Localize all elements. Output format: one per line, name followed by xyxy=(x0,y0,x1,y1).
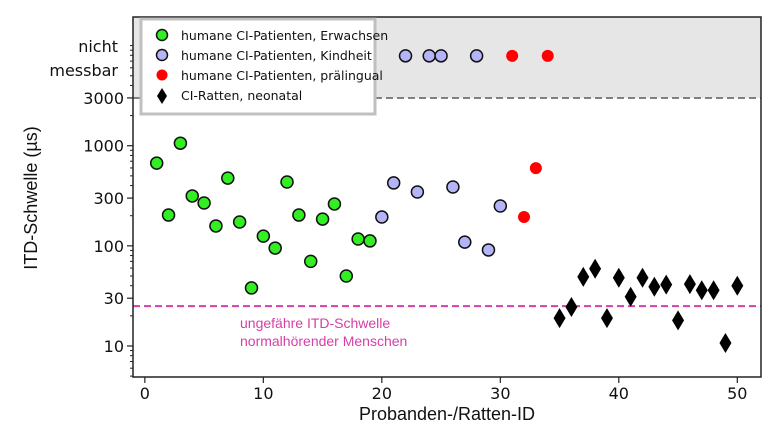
data-point-rat xyxy=(612,267,625,288)
data-point-child xyxy=(375,210,389,224)
data-point-adult xyxy=(185,189,199,203)
x-tick-label: 50 xyxy=(727,384,747,403)
legend-box xyxy=(139,17,377,116)
x-tick-label: 10 xyxy=(253,384,273,403)
data-point-rat xyxy=(553,308,566,329)
legend-marker-circle xyxy=(155,48,169,62)
y-tick-label: 300 xyxy=(93,189,124,208)
data-point-child xyxy=(481,243,496,257)
data-point-adult xyxy=(303,254,318,269)
data-point-rat xyxy=(683,274,696,295)
data-point-adult xyxy=(292,208,306,222)
data-point-rat xyxy=(600,308,613,329)
data-point-child xyxy=(434,49,448,63)
data-point-adult xyxy=(161,208,176,222)
legend-marker-diamond xyxy=(157,88,167,104)
legend-marker-circle xyxy=(155,28,169,42)
legend-entry-label: CI-Ratten, neonatal xyxy=(181,88,302,103)
data-point-adult xyxy=(244,281,259,295)
data-point-adult xyxy=(232,215,247,229)
x-tick-label: 30 xyxy=(490,384,510,403)
data-point-child xyxy=(469,49,484,63)
x-tick-label: 20 xyxy=(372,384,392,403)
data-point-child xyxy=(458,235,472,249)
data-point-child xyxy=(493,199,508,213)
data-point-prelingual xyxy=(529,162,542,175)
reference-line-label-line1: ungefähre ITD-Schwelle xyxy=(240,315,390,331)
y-tick-label: 3000 xyxy=(83,89,124,108)
data-point-adult xyxy=(209,219,223,233)
data-point-rat xyxy=(719,333,732,354)
data-point-adult xyxy=(256,229,271,243)
data-point-adult xyxy=(280,175,294,189)
not-measurable-label-line1: nicht xyxy=(78,37,118,56)
data-point-adult xyxy=(315,212,330,226)
y-tick-label: 10 xyxy=(104,337,124,356)
data-point-rat xyxy=(577,266,590,287)
data-point-rat xyxy=(648,276,661,297)
data-point-rat xyxy=(660,274,673,295)
data-point-adult xyxy=(173,136,188,150)
y-tick-label: 100 xyxy=(93,237,124,256)
x-tick-label: 0 xyxy=(140,384,150,403)
y-axis-label: ITD-Schwelle (µs) xyxy=(21,126,41,269)
data-point-rat xyxy=(624,286,637,307)
data-point-rat xyxy=(636,267,649,288)
data-point-child xyxy=(386,176,401,190)
legend-entry-label: humane CI-Patienten, Erwachsen xyxy=(181,28,388,43)
data-point-rat xyxy=(707,280,720,301)
data-point-child xyxy=(410,185,425,199)
data-point-prelingual xyxy=(541,49,554,62)
legend-entry-label: humane CI-Patienten, prälingual xyxy=(181,68,383,83)
data-point-rat xyxy=(695,280,708,301)
data-point-rat xyxy=(731,275,744,296)
y-tick-label: 1000 xyxy=(83,137,124,156)
plot-frame xyxy=(132,16,762,378)
data-point-adult xyxy=(197,196,211,210)
legend-entry-label: humane CI-Patienten, Kindheit xyxy=(181,48,372,63)
data-point-adult xyxy=(339,269,354,283)
data-point-adult xyxy=(221,171,235,185)
not-measurable-label-line2: messbar xyxy=(49,61,118,80)
y-tick-label: 30 xyxy=(104,289,124,308)
data-point-rat xyxy=(565,297,578,318)
data-point-prelingual xyxy=(506,49,519,62)
data-point-child xyxy=(422,49,436,63)
data-point-rat xyxy=(589,258,602,279)
data-point-child xyxy=(446,180,460,194)
data-point-prelingual xyxy=(518,211,531,224)
data-point-adult xyxy=(327,197,342,211)
data-point-adult xyxy=(351,232,365,246)
data-point-rat xyxy=(672,310,685,331)
x-tick-label: 40 xyxy=(609,384,629,403)
data-point-child xyxy=(398,49,413,63)
data-point-adult xyxy=(268,241,282,255)
legend-marker-circle xyxy=(156,69,168,81)
data-point-adult xyxy=(363,234,377,248)
reference-line-label-line2: normalhörender Menschen xyxy=(240,333,407,349)
x-axis-label: Probanden-/Ratten-ID xyxy=(359,404,535,424)
data-point-adult xyxy=(149,156,164,170)
